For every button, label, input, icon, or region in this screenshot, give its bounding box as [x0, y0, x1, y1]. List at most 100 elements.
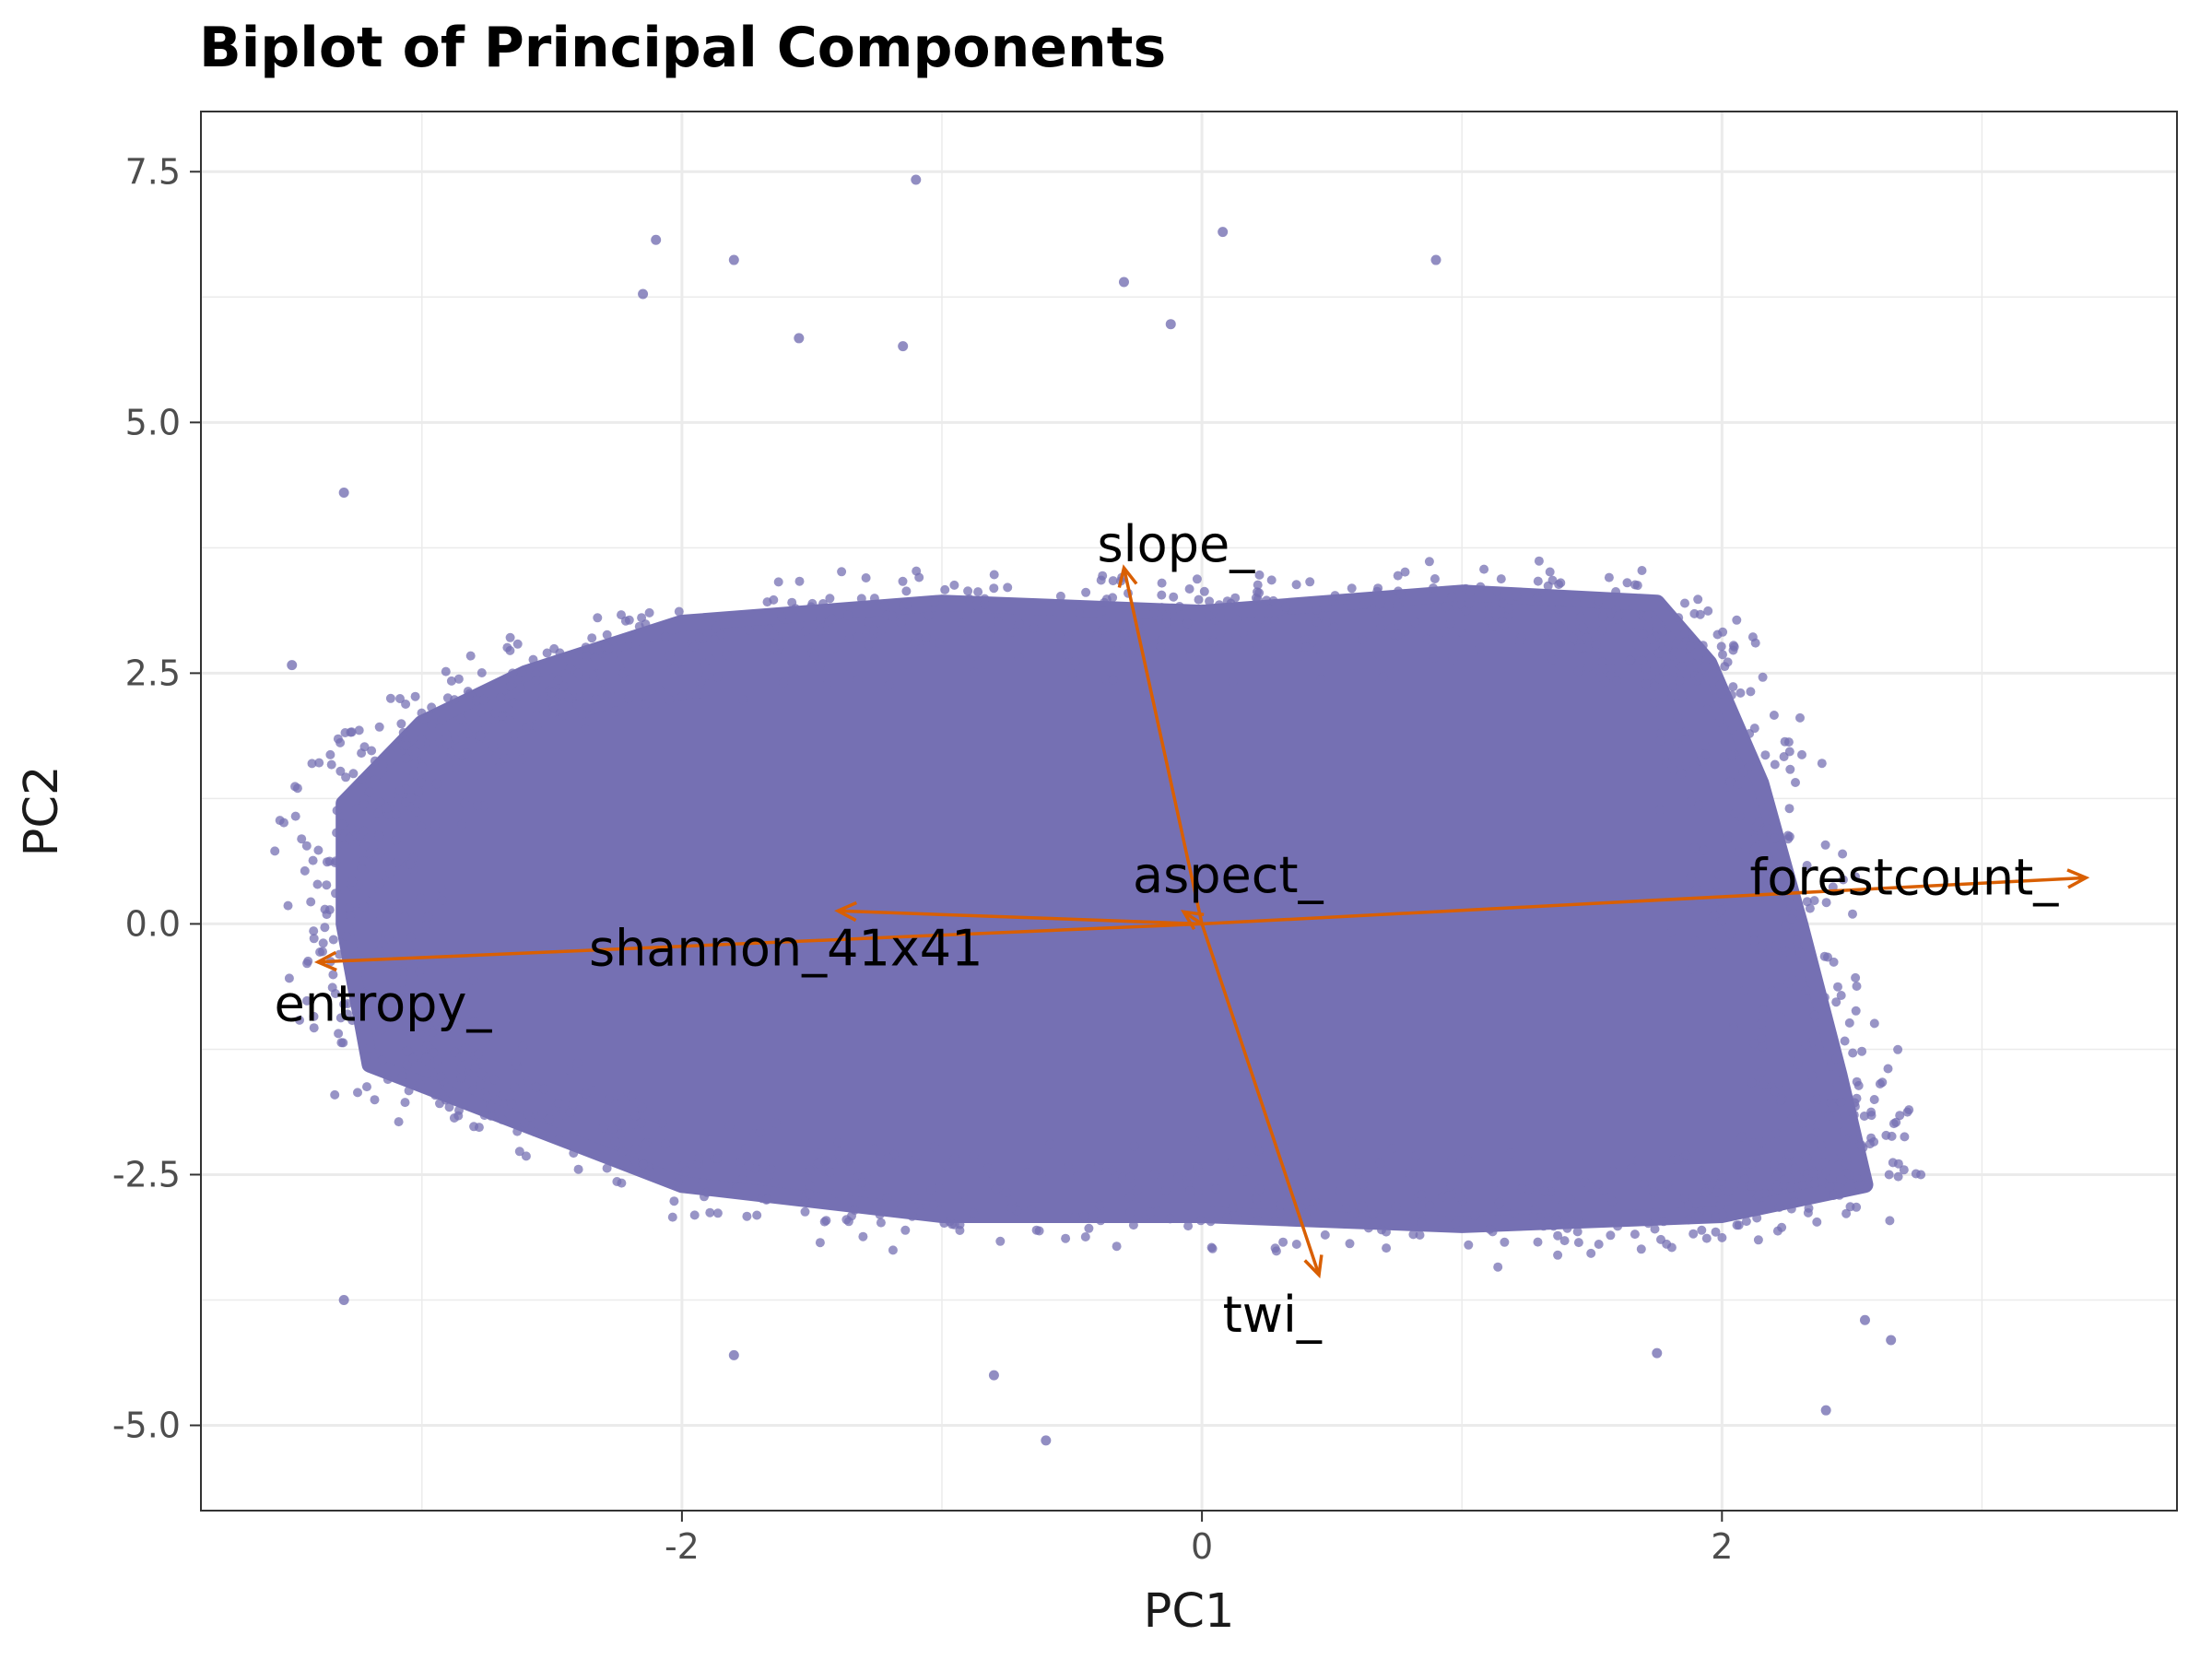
- score-point: [1662, 758, 1672, 768]
- score-point: [755, 1127, 765, 1137]
- score-point: [1448, 654, 1458, 665]
- score-point: [929, 1142, 939, 1152]
- score-point: [482, 1092, 492, 1102]
- score-point: [359, 988, 369, 998]
- score-point: [1096, 575, 1106, 585]
- score-point: [1312, 605, 1322, 615]
- score-point: [1737, 1182, 1747, 1192]
- score-point: [393, 857, 403, 867]
- score-point: [1893, 1171, 1903, 1182]
- score-point: [1548, 1171, 1559, 1181]
- score-point-outlier: [287, 660, 298, 671]
- score-point: [1547, 575, 1558, 585]
- score-point: [856, 594, 866, 604]
- score-point: [421, 1053, 431, 1063]
- score-point: [875, 1209, 885, 1219]
- score-point: [1396, 589, 1406, 599]
- score-point: [1769, 711, 1779, 720]
- score-point: [1182, 618, 1193, 629]
- score-point: [752, 1210, 762, 1220]
- score-point: [1814, 1103, 1824, 1113]
- score-point: [1146, 1207, 1156, 1218]
- score-point: [497, 1114, 507, 1124]
- score-point: [1740, 1174, 1749, 1184]
- score-point: [1821, 898, 1831, 908]
- score-point: [1851, 1006, 1861, 1016]
- score-point: [1836, 991, 1846, 1000]
- score-point: [370, 775, 380, 785]
- score-point: [1454, 1192, 1465, 1202]
- score-point: [1614, 610, 1624, 620]
- score-point: [1666, 927, 1677, 937]
- score-point: [604, 1094, 614, 1104]
- score-point: [924, 610, 934, 620]
- score-point: [673, 1177, 683, 1187]
- score-point: [912, 566, 922, 576]
- score-point: [1485, 1224, 1495, 1234]
- score-point: [1195, 1216, 1206, 1226]
- score-point: [322, 880, 332, 890]
- score-point: [1665, 631, 1676, 641]
- score-point: [500, 753, 510, 763]
- axis-ticks: -2 0 2 -5.0 -2.5 0.0 2.5 5.0 7.5: [112, 151, 1734, 1567]
- score-point: [1888, 1158, 1898, 1168]
- score-point: [1706, 888, 1716, 898]
- score-point: [1761, 1135, 1771, 1145]
- score-point: [1695, 609, 1705, 619]
- score-point: [815, 662, 825, 672]
- score-point: [1148, 607, 1159, 618]
- score-point: [1784, 1149, 1794, 1159]
- score-point: [544, 1114, 554, 1124]
- score-point: [1857, 1046, 1867, 1056]
- score-point: [1492, 586, 1501, 596]
- score-point: [1095, 1200, 1105, 1210]
- score-point: [320, 923, 330, 933]
- score-point: [437, 895, 447, 905]
- score-point: [877, 625, 887, 635]
- score-point: [769, 629, 779, 640]
- score-point: [1157, 578, 1167, 588]
- score-point: [1771, 953, 1781, 963]
- score-point: [1769, 1159, 1779, 1170]
- score-point: [307, 759, 317, 769]
- score-point: [375, 1003, 385, 1013]
- score-point: [1100, 597, 1110, 607]
- score-point: [512, 700, 523, 710]
- score-point: [344, 903, 354, 913]
- score-point: [1074, 607, 1084, 618]
- score-point-outlier: [1165, 319, 1176, 330]
- score-point: [303, 956, 313, 966]
- score-point: [897, 1204, 906, 1214]
- score-point: [468, 1085, 478, 1095]
- score-point: [1821, 1167, 1831, 1177]
- score-point: [1718, 650, 1727, 660]
- score-point: [1717, 1232, 1727, 1242]
- score-point: [387, 998, 396, 1008]
- score-point: [1812, 1217, 1822, 1227]
- score-point-outlier: [898, 341, 909, 352]
- score-point: [359, 799, 369, 809]
- score-point: [1772, 1226, 1783, 1236]
- score-point: [474, 1123, 484, 1133]
- score-point: [715, 629, 725, 640]
- score-point: [1673, 712, 1683, 723]
- score-point: [640, 1139, 650, 1149]
- score-point: [696, 677, 706, 687]
- score-point: [1565, 1194, 1575, 1205]
- score-point: [986, 1168, 996, 1178]
- loading-label-shannon41x41: shannon_41x41: [589, 920, 983, 978]
- score-point: [910, 637, 920, 647]
- score-point: [858, 1231, 868, 1241]
- score-point: [542, 648, 552, 658]
- score-point: [1551, 1214, 1561, 1224]
- score-point: [463, 728, 473, 738]
- score-point: [1006, 1203, 1017, 1213]
- score-point: [1643, 622, 1653, 632]
- score-point: [511, 1057, 521, 1067]
- score-point: [744, 625, 754, 635]
- score-point: [1744, 761, 1754, 771]
- score-point: [630, 1144, 641, 1154]
- score-point: [390, 899, 400, 909]
- score-point: [1405, 1168, 1414, 1178]
